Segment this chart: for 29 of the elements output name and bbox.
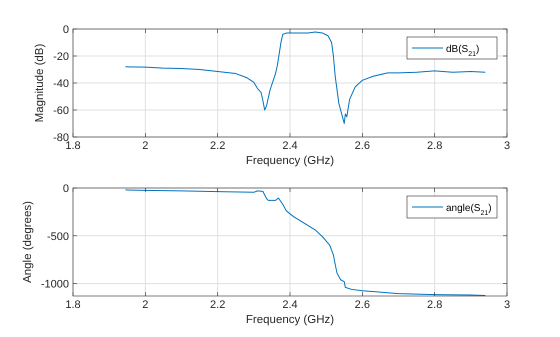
y-tick-label: -500 bbox=[46, 230, 69, 243]
line-series bbox=[124, 31, 486, 124]
legend-label: angle(S$_{21}$) bbox=[446, 203, 492, 216]
x-axis-title: Frequency (GHz) bbox=[246, 314, 334, 326]
y-axis-title: Magnitude (dB) bbox=[34, 44, 46, 122]
x-tick-label: 2 bbox=[142, 140, 148, 152]
y-tick-label: 0 bbox=[62, 183, 69, 195]
x-tick-label: 2.2 bbox=[210, 140, 226, 152]
x-axis-title: Frequency (GHz) bbox=[246, 155, 334, 167]
x-tick-label: 2.8 bbox=[427, 299, 442, 311]
y-tick-label: -60 bbox=[53, 105, 69, 117]
y-tick-label: -1000 bbox=[40, 278, 69, 291]
y-tick-label: -20 bbox=[53, 51, 69, 63]
x-tick-label: 3 bbox=[504, 140, 510, 152]
x-tick-label: 2.4 bbox=[282, 140, 298, 152]
x-tick-label: 2.6 bbox=[354, 140, 370, 152]
x-tick-label: 2.2 bbox=[210, 299, 226, 311]
x-tick-label: 2.8 bbox=[427, 140, 442, 152]
x-tick-label: 2.6 bbox=[354, 299, 370, 311]
line-series bbox=[124, 189, 486, 296]
x-tick-label: 1.8 bbox=[65, 299, 81, 311]
legend-label: dB(S$_{21}$) bbox=[446, 44, 480, 58]
y-tick-label: -40 bbox=[53, 78, 69, 90]
x-tick-label: 3 bbox=[504, 299, 510, 311]
x-tick-label: 1.8 bbox=[65, 140, 81, 152]
y-tick-label: 0 bbox=[62, 24, 69, 36]
x-tick-label: 2.4 bbox=[282, 299, 298, 311]
y-axis-title: Angle (degrees) bbox=[22, 200, 34, 283]
x-tick-label: 2 bbox=[142, 299, 148, 311]
